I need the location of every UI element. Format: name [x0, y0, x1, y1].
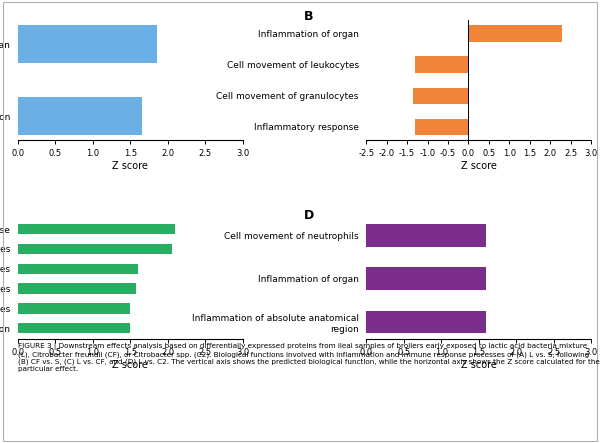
X-axis label: Z score: Z score [461, 161, 497, 171]
Text: D: D [304, 209, 314, 222]
X-axis label: Z score: Z score [112, 360, 148, 370]
Bar [18, 25, 157, 63]
Bar [413, 88, 469, 104]
Bar [18, 224, 175, 234]
X-axis label: Z score: Z score [461, 360, 497, 370]
Bar [415, 57, 469, 73]
Bar [366, 311, 486, 334]
Bar [18, 244, 172, 254]
Bar [415, 119, 469, 135]
Bar [18, 97, 142, 135]
Bar [366, 224, 486, 247]
Bar [366, 268, 486, 290]
Bar [18, 284, 136, 294]
Bar [18, 323, 130, 334]
Text: B: B [304, 10, 313, 23]
Bar [469, 25, 562, 42]
Bar [18, 303, 130, 314]
Text: FIGURE 3 | Downstream effects analysis based on differentially expressed protein: FIGURE 3 | Downstream effects analysis b… [18, 343, 600, 372]
Bar [18, 264, 138, 274]
X-axis label: Z score: Z score [112, 161, 148, 171]
